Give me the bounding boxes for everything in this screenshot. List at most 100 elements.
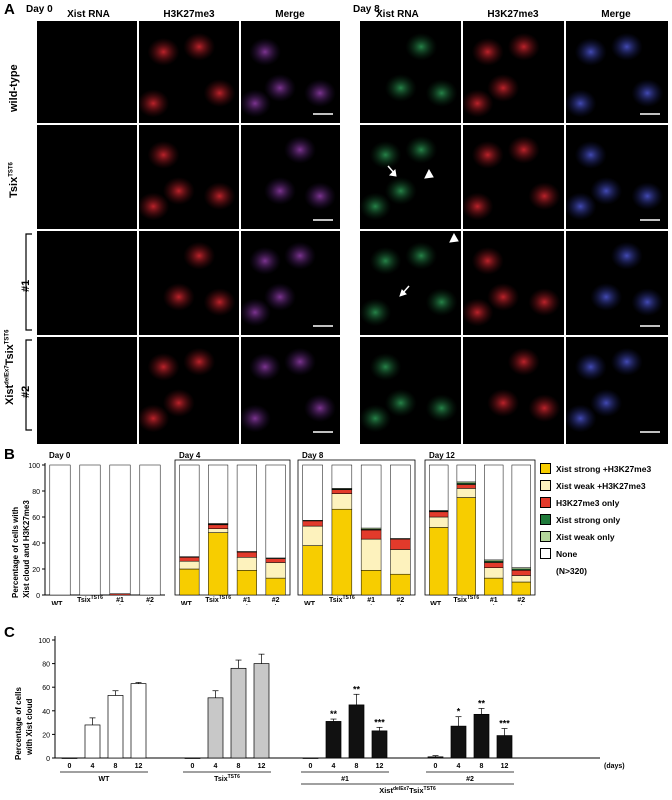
panel-b-bar-segment (236, 570, 257, 596)
nucleus-blob (590, 282, 623, 311)
nucleus-blob (284, 135, 316, 164)
panel-c-bar (230, 667, 247, 759)
panel-c-days-suffix: (days) (604, 763, 625, 770)
xist-sup: delEx7 (393, 786, 409, 792)
panel-a-letter: A (4, 1, 15, 18)
panel-b-bar-segment (360, 464, 382, 529)
nucleus-blob (264, 282, 296, 311)
panel-b-bar-segment (49, 464, 71, 596)
nucleus-blob (471, 246, 504, 275)
nucleus-blob (183, 347, 216, 376)
tsix-text: Tsix (453, 597, 467, 604)
tsix-sup: TST6 (91, 595, 103, 601)
tsix-sup: TST6 (8, 162, 15, 177)
nucleus-blob (631, 288, 664, 317)
nucleus-blob (249, 246, 281, 275)
panel-b-bar-segment (179, 568, 200, 596)
panel-c-group-label: #2 (466, 776, 474, 783)
nucleus-blob (528, 182, 561, 211)
col-merge-day0: Merge (275, 9, 305, 20)
panel-b-bar-segment (139, 464, 161, 596)
panel-b-bar-segment (236, 551, 257, 558)
legend-swatch-xist-strong-h3k (540, 463, 551, 474)
nucleus-blob (590, 388, 623, 417)
panel-c-significance: *** (499, 719, 510, 729)
panel-b-bar-segment (390, 573, 411, 596)
panel-c-bar (371, 730, 388, 759)
nucleus-blob (461, 298, 494, 327)
xist-text: Xist (379, 786, 393, 795)
nucleus-blob (425, 79, 458, 108)
col-merge-day8: Merge (601, 9, 631, 20)
panel-b-y-tick-label: 0 (36, 593, 40, 600)
panel-b-bar-segment (511, 570, 531, 576)
tsix-sup: TST6 (228, 774, 240, 780)
tsix-text: Tsix (329, 597, 343, 604)
nucleus-blob (471, 37, 504, 66)
panel-c-day-label: 0 (309, 763, 313, 770)
col-xist-day0: Xist RNA (67, 9, 110, 20)
panel-c-bar (207, 697, 224, 759)
legend-item: Xist strong +H3K27me3 (540, 460, 670, 477)
nucleus-blob (183, 32, 216, 61)
panel-b-bar-segment (360, 570, 382, 596)
panel-b-bar-segment (302, 464, 323, 521)
nucleus-blob (162, 176, 195, 205)
panel-b-x-label: #2 (272, 597, 280, 604)
panel-b-bar-segment (331, 508, 353, 596)
panel-b-bar-segment (79, 464, 101, 596)
panel-b-y-tick-label: 40 (32, 541, 40, 548)
panel-b-x-label: #2 (517, 597, 525, 604)
nucleus-blob (528, 394, 561, 423)
legend-note-text: (N>320) (556, 565, 587, 576)
nucleus-blob (487, 282, 520, 311)
panel-b-x-label: #1 (490, 597, 498, 604)
panel-b-clone-bracket (119, 604, 151, 605)
panel-b-x-label: WT (181, 601, 193, 605)
panel-c-y-tick-label: 100 (38, 638, 50, 645)
panel-b-bar-segment (265, 577, 286, 596)
nucleus-blob (425, 288, 458, 317)
image-separators (37, 21, 668, 444)
panel-c-bar (84, 724, 101, 759)
panel-c-day-label: 12 (501, 763, 509, 770)
legend-swatch-xist-weak-only (540, 531, 551, 542)
panel-b-bar-segment (208, 528, 229, 533)
panel-b-x-label: #2 (396, 597, 404, 604)
legend-swatch-h3k-only (540, 497, 551, 508)
day0-label: Day 0 (26, 4, 53, 15)
panel-b-bar-segment (456, 484, 476, 489)
panel-b-x-label: #1 (243, 597, 251, 604)
panel-c-bar (61, 757, 78, 759)
legend-item: Xist strong only (540, 511, 670, 528)
nucleus-blob (162, 388, 195, 417)
panel-c-bar (348, 704, 365, 759)
panel-c-bar (450, 725, 467, 759)
legend-item: Xist weak +H3K27me3 (540, 477, 670, 494)
nucleus-blob (359, 192, 392, 221)
nucleus-blob (137, 192, 170, 221)
legend-label: Xist weak +H3K27me3 (556, 480, 646, 491)
row-label-tsix: TsixTST6 (8, 162, 20, 198)
panel-b-bar-segment (331, 489, 353, 494)
panel-c-significance: * (457, 707, 461, 717)
panel-c-day-label: 0 (434, 763, 438, 770)
panel-c-y-tick-label: 40 (42, 709, 50, 716)
panel-b-bar-segment (429, 527, 449, 596)
nucleus-blob (631, 79, 664, 108)
panel-b-bar-segment (302, 525, 323, 546)
panel-b-bar-segment (302, 520, 323, 527)
panel-b-day-label: Day 0 (49, 451, 71, 460)
nucleus-blob (369, 352, 402, 381)
col-h3k-day0: H3K27me3 (163, 9, 215, 20)
panel-b-bar-segment (179, 560, 200, 570)
nucleus-blob (610, 241, 643, 270)
nucleus-blob (369, 246, 402, 275)
nucleus-blob (574, 37, 607, 66)
legend-item: Xist weak only (540, 528, 670, 545)
panel-b-group-frame (297, 459, 416, 596)
panel-c-day-label: 8 (237, 763, 241, 770)
panel-b-bar-segment (484, 562, 504, 568)
tsix-sup: TST6 (467, 595, 479, 601)
